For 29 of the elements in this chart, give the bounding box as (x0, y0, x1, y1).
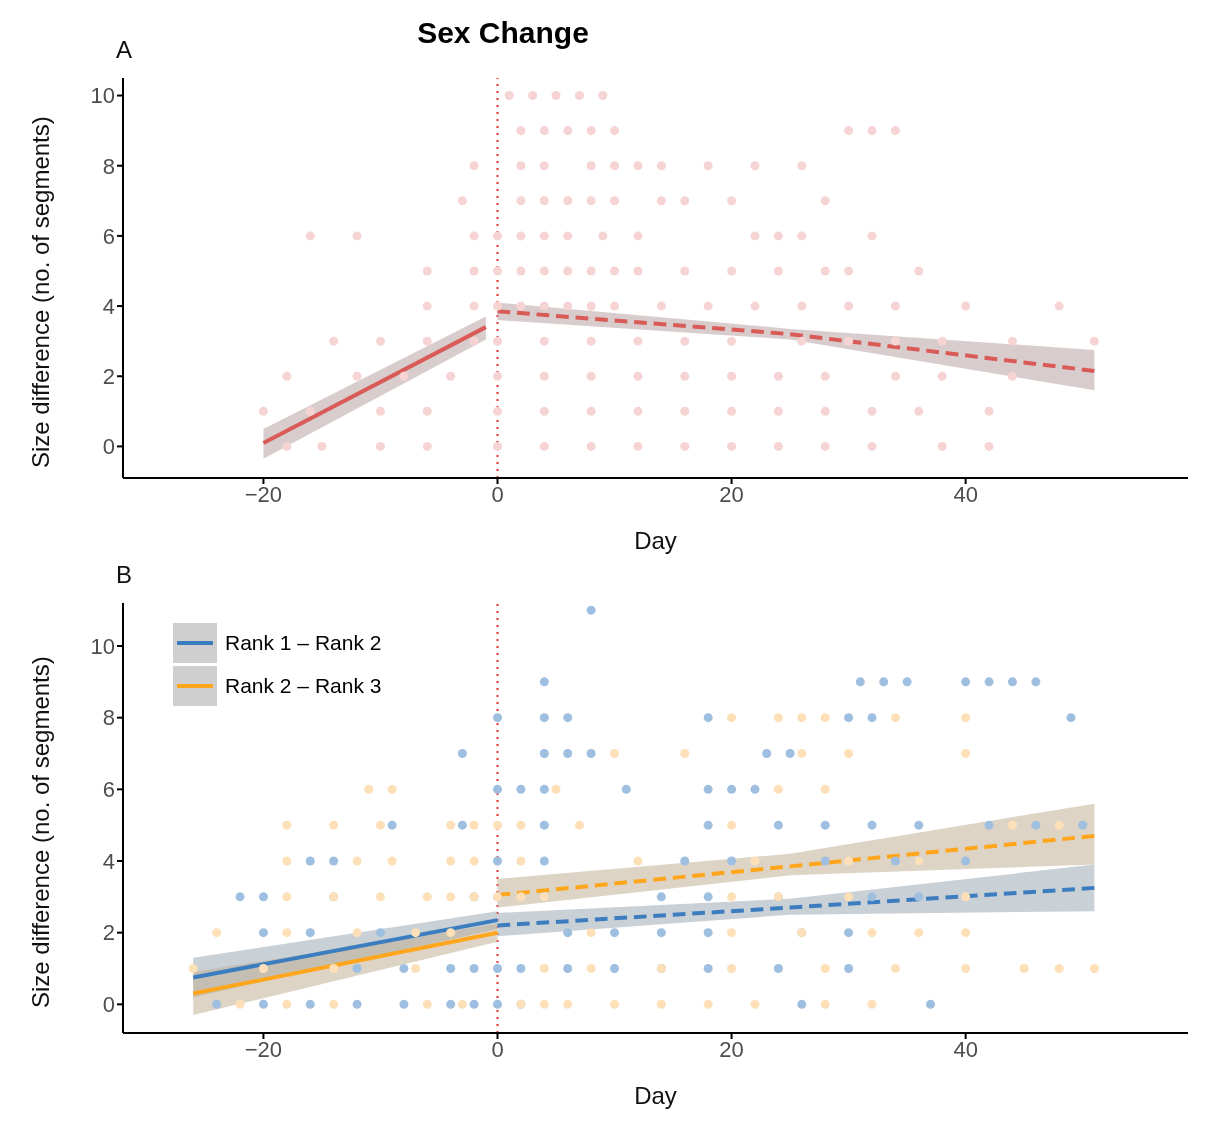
x-axis-title: Day (634, 1082, 677, 1109)
y-tick-label: 0 (102, 992, 115, 1018)
legend-label: Rank 2 – Rank 3 (225, 674, 382, 698)
y-axis-title: Size difference (no. of segments) (26, 656, 54, 1008)
y-axis-title: Size difference (no. of segments) (26, 116, 54, 468)
y-tick-label: 6 (102, 223, 115, 249)
text: A (116, 36, 133, 64)
chart-title: Sex Change (416, 16, 590, 50)
y-tick-label: 10 (90, 83, 115, 109)
y-tick-label: 0 (102, 434, 115, 460)
y-tick-label: 8 (102, 705, 115, 731)
x-tick-label: 20 (719, 481, 744, 507)
x-tick-label: −20 (244, 481, 283, 507)
y-tick-label: 6 (102, 777, 115, 803)
text: B (116, 561, 133, 589)
x-tick-label: −20 (244, 1036, 283, 1062)
y-tick-label: 10 (90, 633, 115, 659)
x-tick-label: 20 (719, 1036, 744, 1062)
y-tick-label: 4 (102, 848, 115, 874)
x-tick-label: 0 (491, 481, 504, 507)
legend-label: Rank 1 – Rank 2 (225, 631, 382, 655)
y-tick-label: 2 (102, 364, 115, 390)
x-tick-label: 40 (953, 481, 978, 507)
y-tick-label: 8 (102, 153, 115, 179)
y-tick-label: 2 (102, 920, 115, 946)
x-tick-label: 40 (953, 1036, 978, 1062)
x-tick-label: 0 (491, 1036, 504, 1062)
y-tick-label: 4 (102, 293, 115, 319)
x-axis-title: Day (634, 527, 677, 554)
